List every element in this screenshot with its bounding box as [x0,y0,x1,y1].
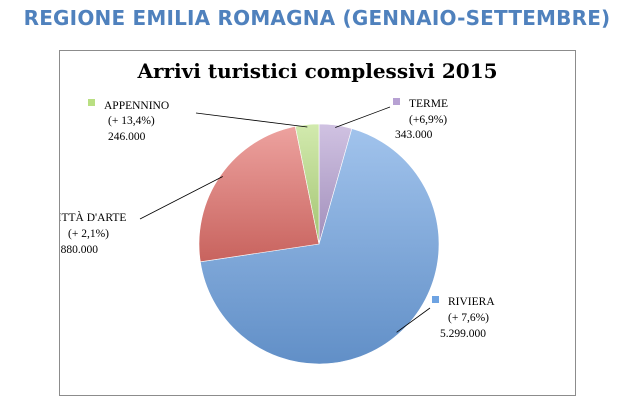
label-name: APPENNINO [104,100,169,112]
leader-line [335,106,391,128]
pie-chart: TERME (+6,9%) 343.000 RIVIERA (+ 7,6%) 5.299.… [60,98,495,365]
label-value: 246.000 [108,131,146,143]
label-change: (+ 7,6%) [448,312,489,324]
label-change: (+ 2,1%) [68,228,109,240]
label-change: (+ 13,4%) [108,115,155,127]
label-value: 343.000 [395,129,433,141]
label-change: (+6,9%) [409,114,447,126]
label-color-square [432,296,439,303]
label-color-square [88,99,95,106]
leader-line [139,176,223,220]
label-value: 5.299.000 [440,328,486,340]
pie-slice-citt-d-arte [198,126,320,263]
leader-line [396,307,431,333]
chart-frame: Arrivi turistici complessivi 2015 TERME (… [59,50,576,396]
pie-slice-riviera [199,128,440,365]
page-title: REGIONE EMILIA ROMAGNA (GENNAIO-SETTEMBR… [23,6,611,30]
label-name: TERME [409,98,448,110]
leader-line [195,112,308,128]
label-name: CITTÀ D'ARTE [60,210,126,224]
label-value: 1.880.000 [60,244,98,256]
label-name: RIVIERA [448,296,495,308]
label-color-square [393,98,400,105]
chart-title: Arrivi turistici complessivi 2015 [137,59,498,83]
pie-slice-appennino [294,123,320,245]
